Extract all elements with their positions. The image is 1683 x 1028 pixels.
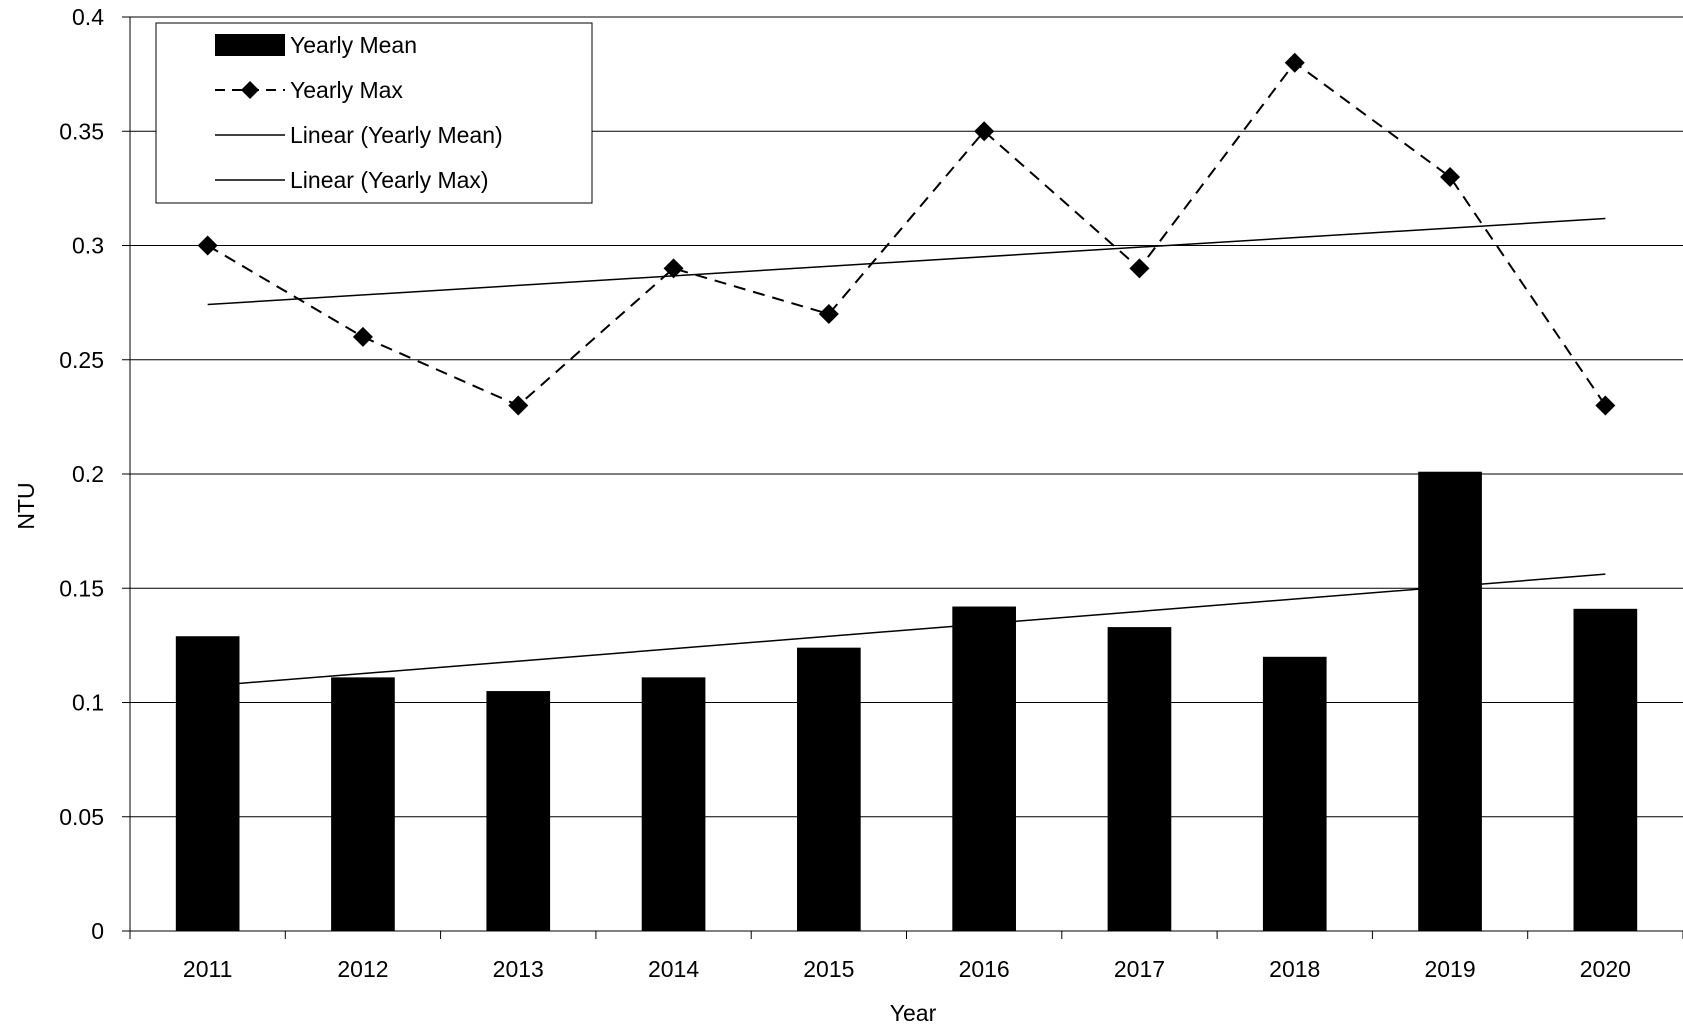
bar — [331, 677, 395, 931]
y-axis-title: NTU — [13, 482, 39, 529]
x-tick-label: 2016 — [959, 956, 1010, 982]
legend-swatch-yearly-max-marker — [241, 81, 259, 99]
y-tick-label: 0.05 — [59, 804, 104, 830]
trendline-yearly-max — [207, 217, 1606, 306]
axes — [122, 16, 1683, 939]
point-yearly-max — [508, 395, 529, 416]
x-tick-label: 2019 — [1424, 956, 1475, 982]
legend-label-linear-yearly-max: Linear (Yearly Max) — [290, 167, 489, 193]
point-yearly-max — [818, 304, 839, 325]
bar — [952, 606, 1016, 931]
point-yearly-max — [352, 326, 373, 347]
trendlines — [207, 217, 1606, 687]
point-yearly-max — [1284, 52, 1305, 73]
y-tick-label: 0.2 — [72, 461, 104, 487]
y-tick-label: 0.4 — [72, 4, 104, 30]
legend-label-yearly-max: Yearly Max — [290, 77, 403, 103]
x-axis-title: Year — [890, 1000, 937, 1026]
bar — [1262, 656, 1327, 931]
point-yearly-max — [663, 258, 684, 279]
bar-series — [175, 471, 1638, 931]
point-yearly-max — [1595, 395, 1616, 416]
bar — [1573, 608, 1638, 931]
legend-label-yearly-mean: Yearly Mean — [290, 32, 417, 58]
bar — [486, 691, 551, 931]
x-tick-label: 2012 — [337, 956, 388, 982]
bar — [641, 677, 706, 931]
point-yearly-max — [197, 235, 218, 256]
bar — [175, 636, 240, 931]
line-series — [197, 52, 1616, 416]
x-tick-label: 2011 — [183, 956, 232, 982]
y-tick-label: 0.3 — [72, 233, 104, 259]
y-tick-labels: 0 0.05 0.1 0.15 0.2 0.25 0.3 0.35 0.4 — [59, 4, 104, 944]
x-tick-label: 2018 — [1269, 956, 1320, 982]
bar — [1107, 627, 1172, 931]
y-tick-label: 0.1 — [72, 690, 104, 716]
trendline-yearly-mean — [207, 573, 1606, 687]
x-tick-label: 2017 — [1114, 956, 1165, 982]
legend-label-linear-yearly-mean: Linear (Yearly Mean) — [290, 122, 503, 148]
x-tick-label: 2014 — [648, 956, 699, 982]
y-tick-label: 0.35 — [59, 118, 104, 144]
x-tick-label: 2013 — [493, 956, 544, 982]
x-tick-labels: 2011 2012 2013 2014 2015 2016 2017 2018 2019 2020 — [183, 956, 1631, 982]
point-yearly-max — [974, 121, 995, 142]
point-yearly-max — [1440, 166, 1461, 187]
y-tick-label: 0.25 — [59, 347, 104, 373]
bar — [797, 647, 861, 931]
y-tick-label: 0.15 — [59, 575, 104, 601]
y-tick-label: 0 — [91, 918, 104, 944]
point-yearly-max — [1129, 258, 1150, 279]
bar — [1418, 471, 1482, 931]
legend-swatch-yearly-mean — [215, 34, 285, 56]
legend: Yearly Mean Yearly Max Linear (Yearly Me… — [155, 22, 593, 204]
x-tick-label: 2015 — [803, 956, 854, 982]
x-tick-label: 2020 — [1580, 956, 1631, 982]
line-yearly-max — [207, 61, 1607, 407]
